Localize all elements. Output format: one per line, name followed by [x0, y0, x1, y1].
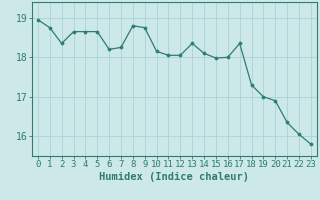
X-axis label: Humidex (Indice chaleur): Humidex (Indice chaleur)	[100, 172, 249, 182]
